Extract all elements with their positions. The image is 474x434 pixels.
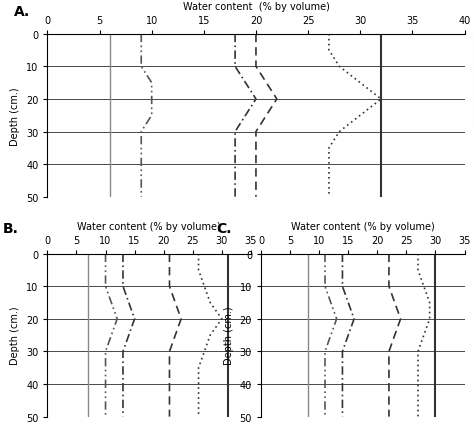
Y-axis label: Depth (cm.): Depth (cm.) <box>10 306 20 365</box>
Text: A.: A. <box>14 6 30 20</box>
X-axis label: Water content  (% by volume): Water content (% by volume) <box>182 2 329 12</box>
X-axis label: Water content (% by volume): Water content (% by volume) <box>291 222 435 232</box>
Y-axis label: Depth (cm.): Depth (cm.) <box>224 306 234 365</box>
Text: C.: C. <box>216 222 232 236</box>
Y-axis label: Depth (cm.): Depth (cm.) <box>10 87 20 145</box>
X-axis label: Water content (% by volume): Water content (% by volume) <box>77 222 221 232</box>
Text: B.: B. <box>3 222 18 236</box>
